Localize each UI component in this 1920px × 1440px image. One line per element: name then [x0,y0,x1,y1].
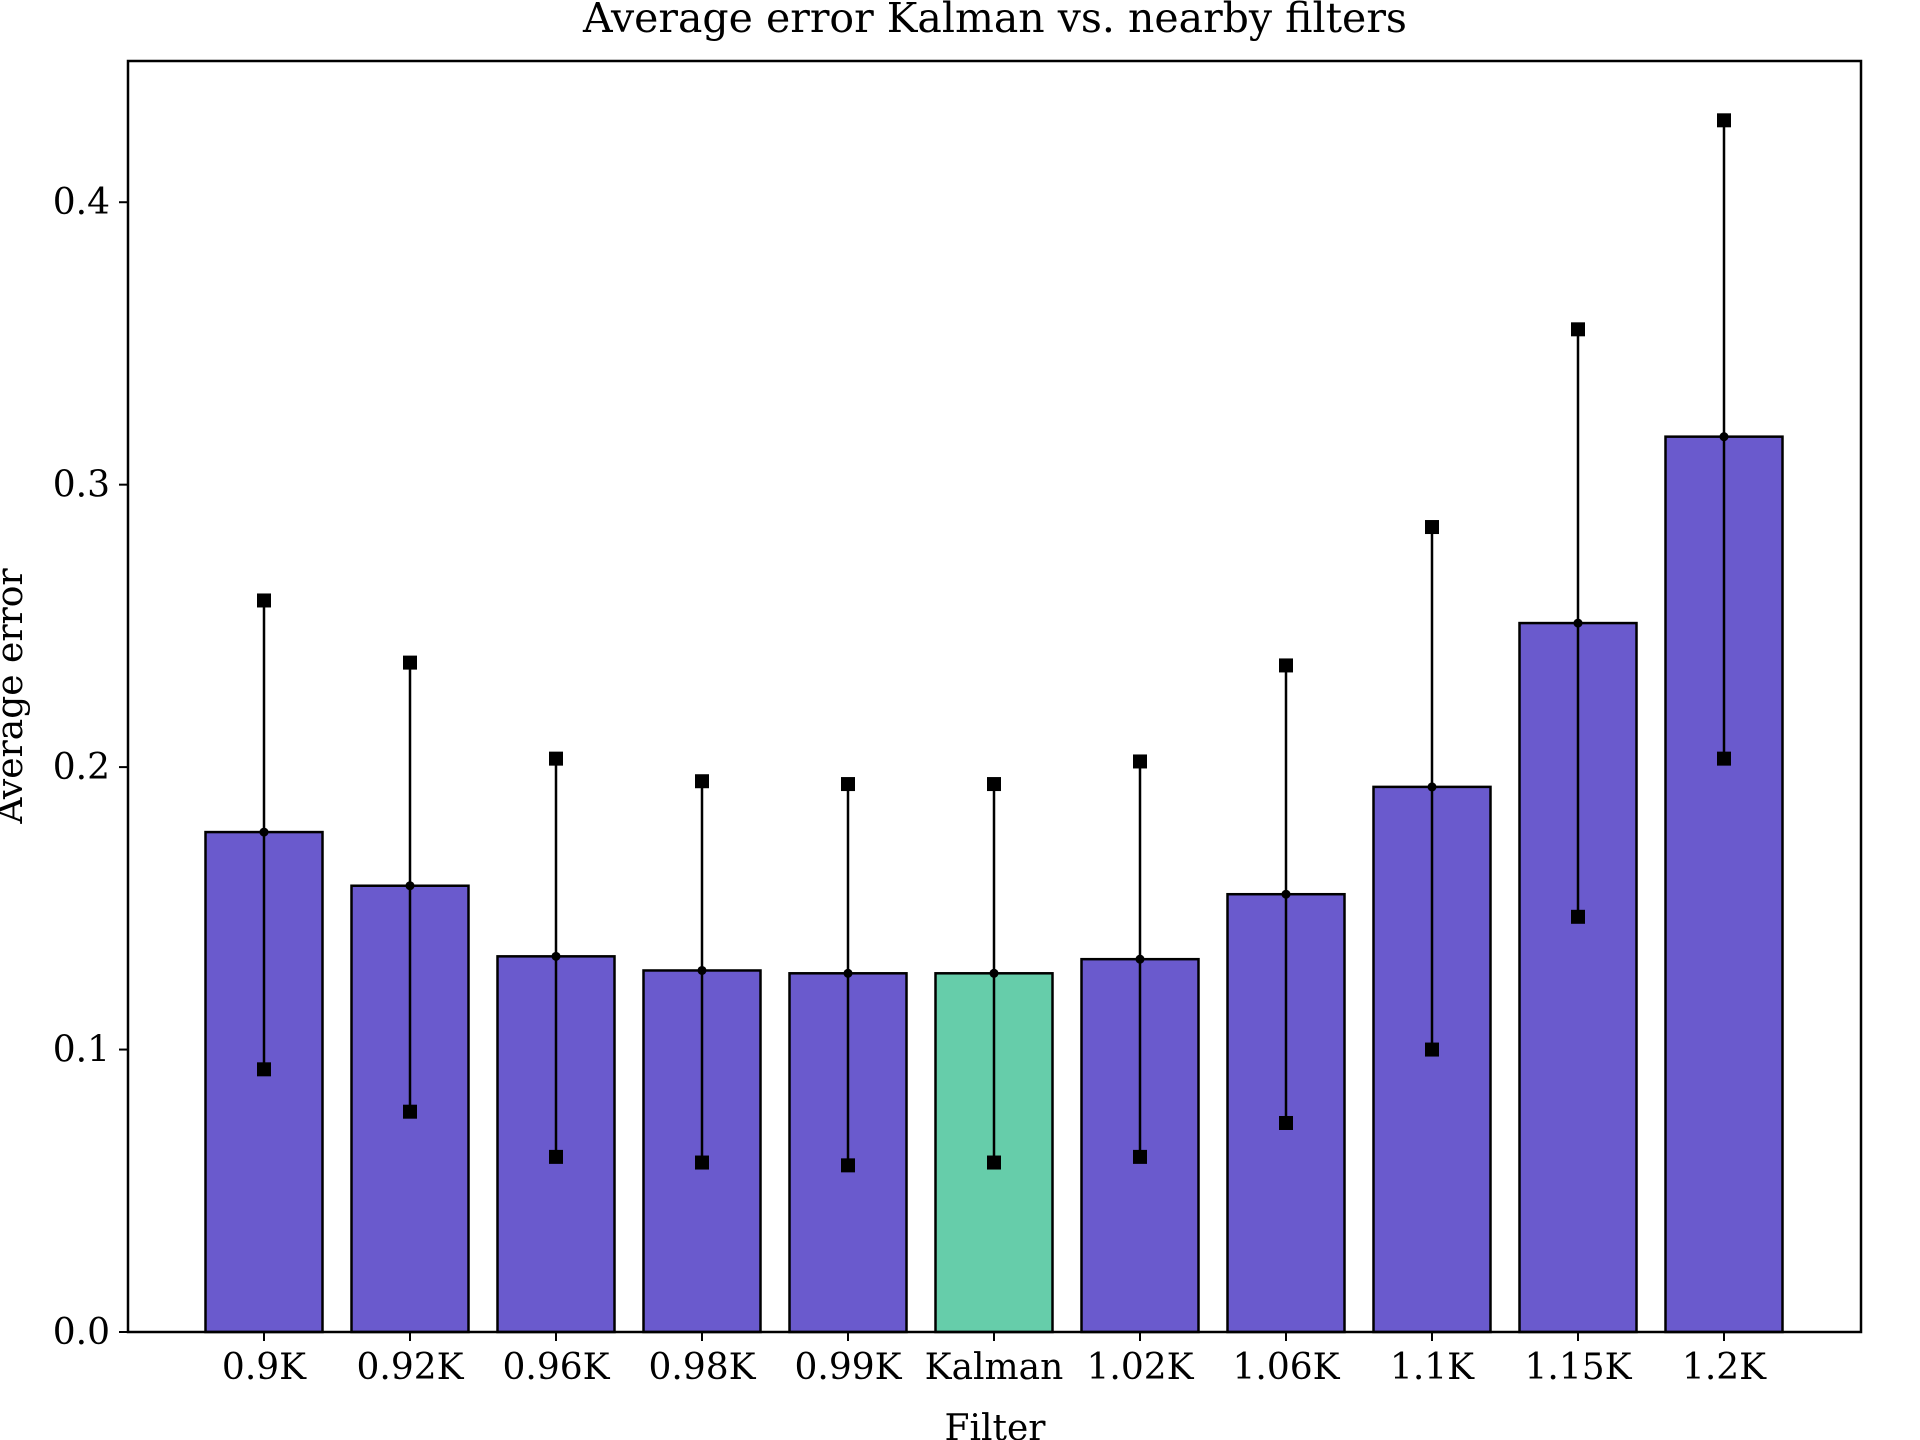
y-tick-label: 0.1 [53,1030,110,1071]
x-tick-label: 0.96K [502,1347,610,1388]
x-tick-label: 0.92K [356,1347,464,1388]
x-tick-label: 1.1K [1390,1347,1475,1388]
x-tick-label: 0.9K [222,1347,307,1388]
y-tick-label: 0.0 [53,1312,110,1353]
x-tick-label: 1.2K [1682,1347,1767,1388]
x-axis-label: Filter [945,1408,1047,1440]
y-tick-label: 0.2 [53,747,110,788]
y-tick-label: 0.4 [53,182,110,223]
error-cap-low [1133,1149,1147,1164]
mean-point [405,881,415,891]
error-cap-high [403,655,417,670]
mean-point [1281,889,1291,899]
y-tick-label: 0.3 [53,465,110,506]
error-cap-high [1571,322,1585,337]
error-cap-high [1717,113,1731,128]
error-cap-low [987,1155,1001,1170]
mean-point [1573,618,1583,628]
x-tick-label: Kalman [925,1347,1064,1388]
x-tick-label: 0.99K [794,1347,902,1388]
error-cap-low [1425,1042,1439,1057]
error-cap-low [841,1158,855,1173]
chart-title: Average error Kalman vs. nearby filters [582,0,1407,42]
mean-point [259,827,269,837]
mean-point [843,968,853,978]
mean-point [551,951,561,961]
x-tick-label: 1.15K [1524,1347,1632,1388]
error-cap-low [257,1062,271,1077]
error-cap-low [549,1149,563,1164]
mean-point [1427,782,1437,792]
error-cap-low [1279,1115,1293,1130]
error-cap-low [695,1155,709,1170]
error-cap-high [1279,658,1293,673]
y-axis: 0.0 0.1 0.2 0.3 0.4 [53,182,128,1353]
x-axis: 0.9K 0.92K 0.96K 0.98K 0.99K Kalman 1.02K 1.06K… [222,1332,1767,1388]
error-cap-high [1425,520,1439,535]
error-cap-low [1571,909,1585,924]
error-cap-high [549,751,563,766]
mean-point [989,968,999,978]
mean-point [697,965,707,975]
x-tick-label: 1.06K [1232,1347,1340,1388]
error-cap-high [695,774,709,789]
x-tick-label: 0.98K [648,1347,756,1388]
error-cap-high [841,777,855,792]
error-cap-low [1717,751,1731,766]
error-cap-high [257,593,271,608]
error-cap-low [403,1104,417,1119]
y-axis-label: Average error [0,568,31,825]
x-tick-label: 1.02K [1086,1347,1194,1388]
error-cap-high [987,777,1001,792]
mean-point [1135,954,1145,964]
error-cap-high [1133,754,1147,769]
mean-point [1719,432,1729,442]
plot-area [204,113,1784,1334]
